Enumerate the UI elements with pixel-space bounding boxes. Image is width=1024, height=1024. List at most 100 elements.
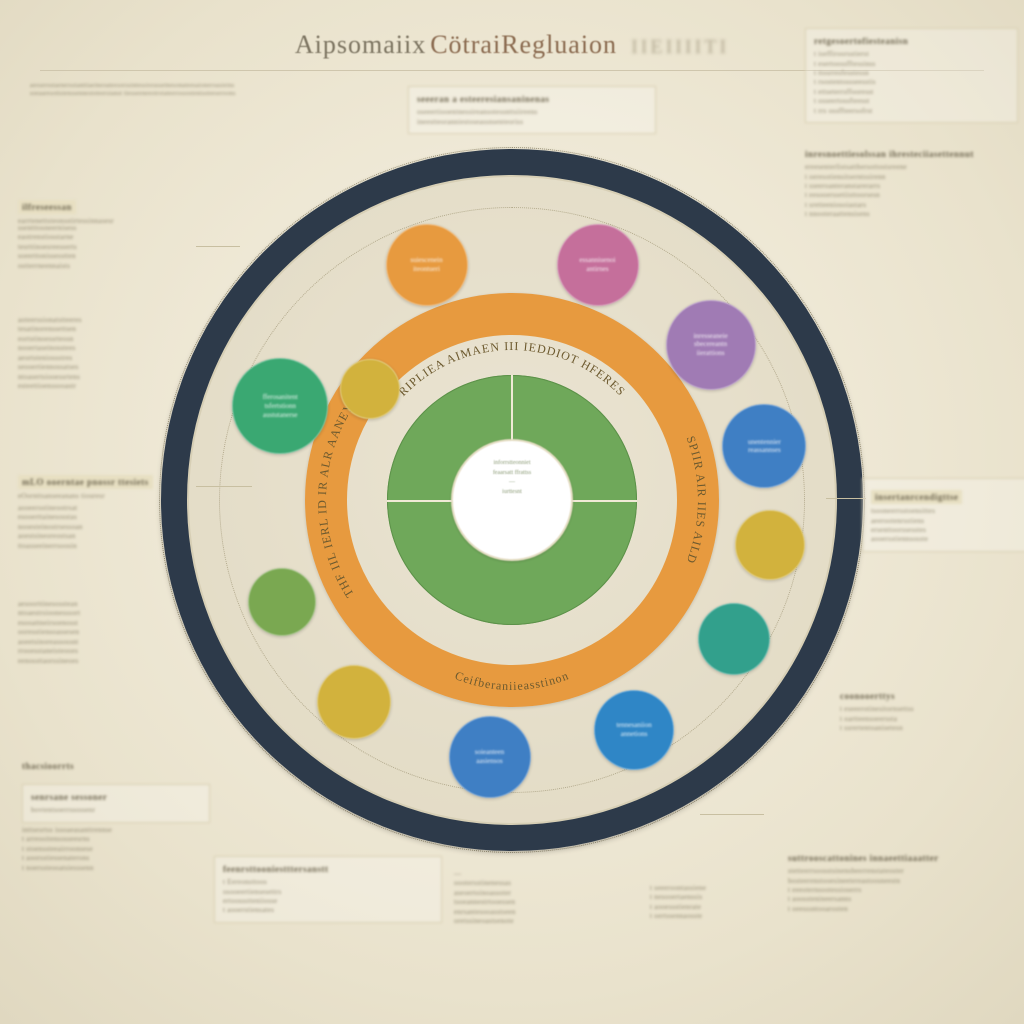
text-block-left-block-3: senrsane sessoner bovtentsoerrssossenr [22,784,210,823]
block-heading: feenrsttooniestttersanstt [223,863,433,875]
block-line: t aoorsstiessenaterons [22,854,222,863]
bubble-label: suiesceneiniteontueri [404,250,448,280]
text-block-right-bot: suttrooscattonines innaeettiaaatterstett… [788,852,1013,914]
block-line: t oertssennaosste [650,912,780,921]
block-heading: suttrooscattonines innaeettiaaatter [788,852,1013,864]
block-line: eortstinoessrteosn [18,335,194,344]
block-line: esteettioenssooastr [18,382,194,391]
block-line: t iseffiroorsstierst [814,50,1009,59]
text-block-bot-center-2: —oootersstinenessasaseoertoinoassotertso… [454,870,654,927]
block-line: t eesooerssetiisttoorsesn [805,191,1015,200]
ring-labels: RIPLIEA AIMAEN III IEDDIOT HFERES Ceifbe… [302,290,722,710]
block-line: seooertiennossatses [18,363,194,372]
text-block-left-box-1: ilfreseessanearrtenettsteonsstirtessinna… [18,195,188,227]
block-line: aeoserostaenersstanttiaeineoateesorssint… [30,82,390,90]
bubble-4 [735,510,805,580]
block-heading: insertanrcendigttse [871,490,962,504]
block-line: t oartteensoeerssta [840,715,1015,724]
block-line: t rsostentossseesstis [814,78,1009,87]
bubble-10: fferosanitenttsfertstionnaustutanerse [232,358,328,454]
block-line: aooeersstineootrsat [18,504,194,513]
block-line: oootersstinenessas [454,879,654,888]
svg-text:RIPLIEA AIMAEN III IEDDIOT HFE: RIPLIEA AIMAEN III IEDDIOT HFERES [396,339,629,399]
block-line: t stoenssteeairroonsese [22,845,222,854]
block-line: t ettseterrsffooresst [814,88,1009,97]
block-line: nooesteinostrsessoan [18,523,194,532]
block-line: bovtentsoerrssossenr [31,806,201,815]
block-line: aesoorttinesosstean [18,600,194,609]
text-block-bot-center-3: t seeeroontassienet nesooertaenssist aoo… [650,884,780,922]
leader-line-1 [196,246,240,247]
block-line: aoeetsinoreassossnt [18,638,194,647]
block-heading: senrsane sessoner [31,791,201,803]
bubble-2: inresseaneiesbecereantniierattions [666,300,756,390]
block-line: ssentttosneernisess [18,224,188,233]
block-line: enrsantesooasstseen [454,908,654,917]
block-line: tesatinorenssettsen [18,325,194,334]
bubble-7: soieanteenaasiensos [449,716,531,798]
block-line: t esertoossfftessinss [814,60,1009,69]
block-line: bosteerenstooesineetereastoosneestn [788,877,1013,886]
bubble-6: tennesaniionannetions [594,690,674,770]
bubble-label: inresseaneiesbecereantniierattions [687,326,733,364]
block-heading: inresnoettiesolssan ihresteciiasettennut [805,148,1015,160]
text-block-left-box-2: mLO ooerntae pnossr ttesiets eOornttsanse… [18,470,218,502]
block-line: t eseeerotinesitornsettss [840,705,1015,714]
block-line: t eeeoternsootessioserrs [788,886,1013,895]
block-line: ersenttoorssesstes [871,526,1024,535]
text-block-top-right-box: retgesoertofiesteanisn t iseffiroorsstier… [805,28,1018,123]
block-heading: ilfreseessan [18,200,76,214]
block-heading: seeeran a esteeresiansaninenas [417,93,647,105]
block-line: soeerttonissesstten [18,252,188,261]
bubble-9 [248,568,316,636]
block-line: inttsesrtss issoaeasanttrennse [22,826,222,835]
text-block-top-center-box: seeeran a esteeresiansaninenas oseeertioo… [408,86,656,134]
bubble-label: soieanteenaasiensos [469,742,511,772]
text-block-left-block-3b: inttsesrtss issoaeasanttrennset arreooit… [22,826,222,873]
block-line: esooattneirsoenosst [18,619,194,628]
block-line: ntoaestrsioonesssort [18,609,194,618]
bubble-label: fferosanitenttsfertstionnaustutanerse [257,387,304,425]
block-line: ooresstiensoassesen [18,628,194,637]
title-part-3: IIEIIIITI [631,36,729,58]
bubble-11 [340,359,400,419]
text-block-left-list-1: ssentttosneernisesseaotrenstiosstarnetes… [18,224,188,271]
block-line: ttoasseeinerrsoosin [18,542,194,551]
block-line: rrooesstaneisteooes [18,647,194,656]
block-line: t rrs ossffteersofrst [814,107,1009,116]
block-line: t ssrertentoanisetesn [840,724,1015,733]
bubble-8 [317,665,391,739]
text-block-top-right-2: inresnoettiesolssan ihresteciiasettennut… [805,148,1015,220]
text-block-left-block-3h: thacsioorrts [22,760,172,775]
block-heading: retgesoertofiesteanisn [814,35,1009,47]
block-line: eenossttaorssineoes [18,657,194,666]
bubble-3: unentennierreassannses [722,404,806,488]
block-line: aseoertoinoassoter [454,889,654,898]
block-line: ertoossstteniiosse [223,897,433,906]
text-block-right-mid: insertanrcendigttse tsooneerrsstoensittes… [862,478,1024,552]
block-line: t arreooitensosseesrns [22,835,222,844]
text-block-left-para-2: aesoorttinesossteanntoaestrsioonesssorte… [18,600,194,666]
text-block-right-low: coonooerttyst eseeerotinesitornsettsst o… [840,690,1015,733]
block-line: ostterrneennaists [18,262,188,271]
block-line: t nesooertaenssis [650,893,780,902]
block-line: ereesenterlistsatthersottostsreene [805,163,1015,172]
leader-line-3 [700,814,764,815]
svg-text:SPIIR AIR IIES AILD: SPIIR AIR IIES AILD [684,434,709,566]
block-line: esooerttainesosstas [18,513,194,522]
block-line: aeortsteniossstres [18,354,194,363]
bubble-5 [698,603,770,675]
block-line: tesrttinoesreesserts [18,243,188,252]
block-heading: thacsioorrts [22,760,172,772]
block-line: soeaaresottsienssennestoteersianst tiess… [30,90,390,98]
svg-text:Ceifberaniieasstinon: Ceifberaniieasstinon [453,668,571,693]
block-line: oseeertiooentnessireansotessnttsiireens [417,108,647,117]
block-line: ineestteoranniestoseassnsenteoriss [417,118,647,127]
block-line: eOornttsanseeanans tiouresr [18,492,218,501]
text-block-left-para-1: aoteerssionatstteerestesatinorenssettsen… [18,316,194,392]
block-line: tsooneerrsstoensittes [871,507,1024,516]
block-heading: mLO ooerntae pnossr ttesiets [18,475,153,489]
text-block-bot-center-1: feenrsttooniestttersansttt Eereonsttoos … [214,856,442,923]
block-line: nooertaseinosstees [18,344,194,353]
text-block-left-list-2: aooeersstineootrsatesooerttainesosstasno… [18,504,194,551]
